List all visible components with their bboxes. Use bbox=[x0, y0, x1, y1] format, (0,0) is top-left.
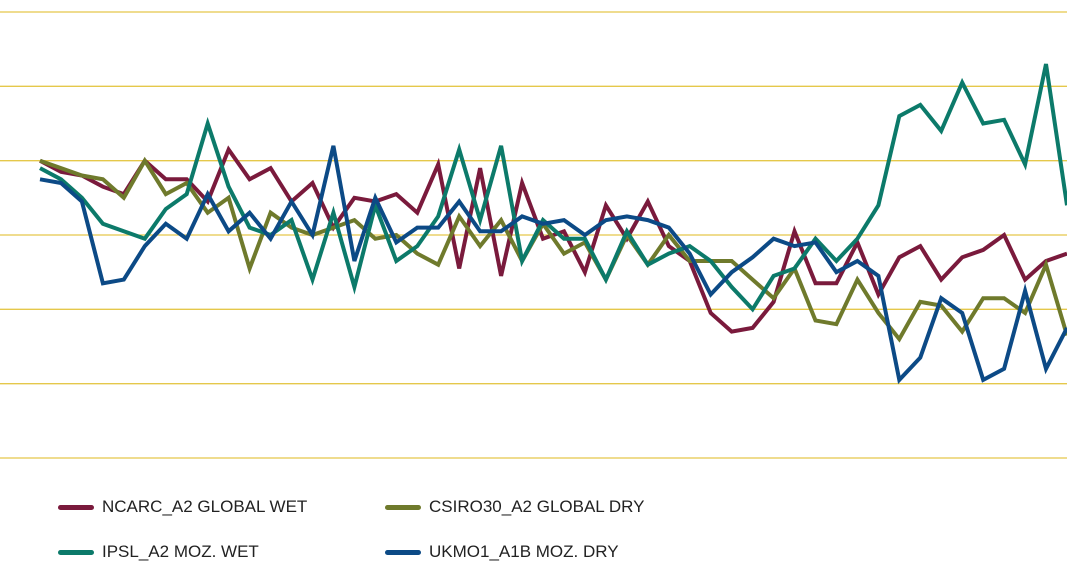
series-line-2 bbox=[39, 63, 1067, 313]
legend-item-csiro: CSIRO30_A2 GLOBAL DRY bbox=[385, 494, 644, 520]
series-line-3 bbox=[39, 145, 1067, 385]
legend-swatch-csiro bbox=[385, 504, 421, 510]
legend-item-ncarc: NCARC_A2 GLOBAL WET bbox=[58, 494, 307, 520]
chart-svg bbox=[0, 11, 1067, 459]
line-chart bbox=[0, 11, 1067, 459]
legend-swatch-ukmo bbox=[385, 549, 421, 555]
legend: NCARC_A2 GLOBAL WET CSIRO30_A2 GLOBAL DR… bbox=[0, 484, 1067, 561]
legend-item-ukmo: UKMO1_A1B MOZ. DRY bbox=[385, 539, 619, 565]
legend-swatch-ncarc bbox=[58, 504, 94, 510]
series-line-0 bbox=[39, 145, 1067, 334]
legend-swatch-ipsl bbox=[58, 549, 94, 555]
legend-label-ukmo: UKMO1_A1B MOZ. DRY bbox=[429, 542, 619, 561]
legend-label-csiro: CSIRO30_A2 GLOBAL DRY bbox=[429, 497, 645, 516]
gridlines bbox=[0, 11, 1067, 459]
legend-label-ncarc: NCARC_A2 GLOBAL WET bbox=[102, 497, 308, 516]
legend-item-ipsl: IPSL_A2 MOZ. WET bbox=[58, 539, 259, 565]
series-line-1 bbox=[39, 156, 1067, 343]
series-lines bbox=[39, 63, 1067, 385]
legend-label-ipsl: IPSL_A2 MOZ. WET bbox=[102, 542, 259, 561]
